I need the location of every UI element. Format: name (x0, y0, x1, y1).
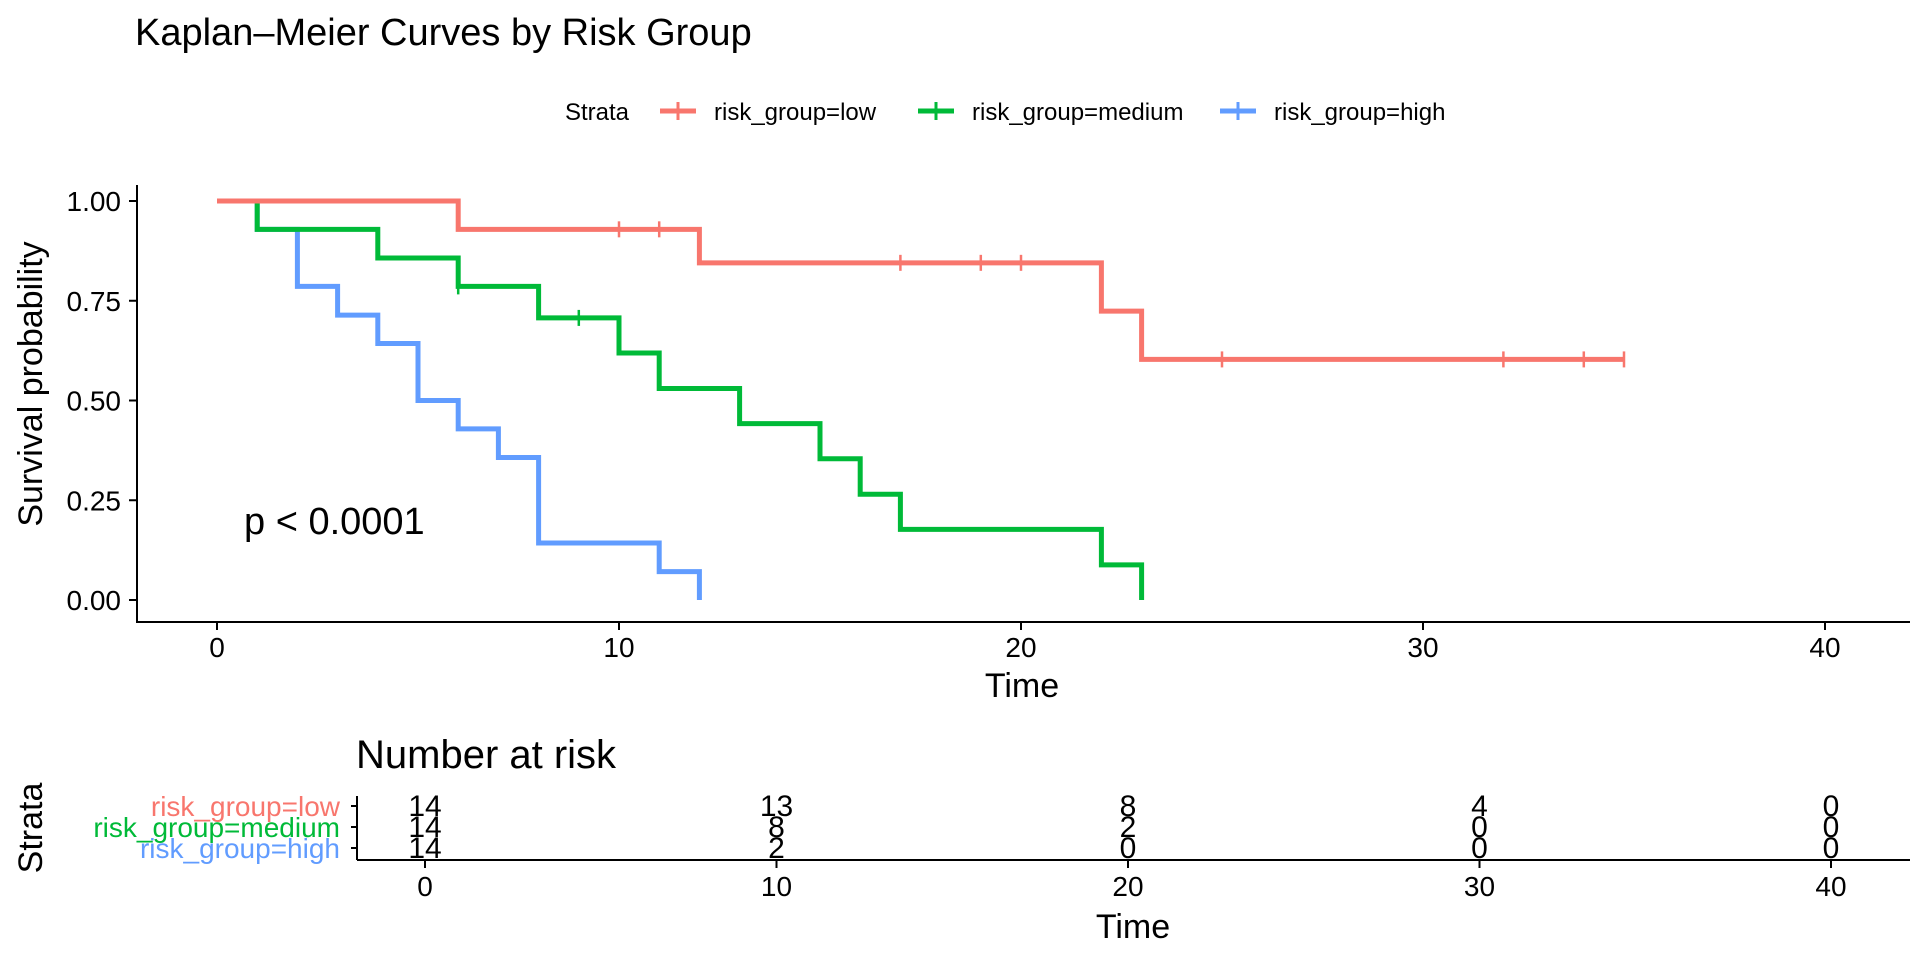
risk-x-axis-label: Time (1096, 908, 1170, 946)
y-tick-label: 0.00 (67, 585, 122, 616)
risk-count: 8 (768, 811, 785, 844)
risk-x-tick-label: 30 (1464, 871, 1495, 902)
risk-count: 0 (1471, 832, 1488, 865)
risk-count: 14 (408, 790, 441, 823)
survival-plot: 0.00 0.25 0.50 0.75 1.00 0 10 20 30 40 p < 0.000… (12, 185, 1910, 705)
risk-count: 8 (1120, 790, 1137, 823)
x-tick-label: 10 (603, 632, 634, 663)
y-tick-label: 0.50 (67, 386, 122, 417)
risk-row-label: risk_group=medium (93, 812, 340, 843)
risk-count: 0 (1823, 811, 1840, 844)
legend-label: risk_group=low (714, 99, 877, 126)
risk-x-tick-label: 40 (1815, 871, 1846, 902)
y-axis-label: Survival probability (12, 241, 50, 526)
risk-count: 0 (1823, 832, 1840, 865)
survival-curve-low (217, 198, 1624, 362)
risk-count: 14 (408, 832, 441, 865)
x-tick-label: 40 (1809, 632, 1840, 663)
chart-title: Kaplan–Meier Curves by Risk Group (135, 12, 752, 54)
risk-table: Number at risk risk_group=low 14 13 8 4 0risk… (12, 733, 1910, 946)
risk-count: 0 (1823, 790, 1840, 823)
legend-label: risk_group=medium (972, 99, 1183, 126)
risk-table-title: Number at risk (356, 733, 617, 777)
risk-count: 0 (1120, 832, 1137, 865)
legend-title: Strata (565, 99, 630, 126)
risk-count: 14 (408, 811, 441, 844)
x-axis-label: Time (985, 667, 1059, 705)
risk-count: 2 (768, 832, 785, 865)
legend: Strata risk_group=low risk_group=medium ri… (565, 99, 1445, 126)
legend-label: risk_group=high (1274, 99, 1445, 126)
x-tick-label: 0 (209, 632, 225, 663)
x-tick-label: 20 (1005, 632, 1036, 663)
x-tick-label: 30 (1407, 632, 1438, 663)
risk-x-tick-label: 20 (1112, 871, 1143, 902)
risk-x-tick-label: 10 (761, 871, 792, 902)
y-tick-label: 0.75 (67, 286, 122, 317)
survival-curve-high (217, 198, 702, 600)
risk-row-label: risk_group=high (140, 833, 340, 864)
risk-x-tick-label: 0 (417, 871, 433, 902)
p-value-annotation: p < 0.0001 (244, 501, 425, 543)
survival-curve-medium (217, 198, 1145, 600)
risk-row-label: risk_group=low (151, 791, 341, 822)
y-tick-label: 0.25 (67, 485, 122, 516)
risk-count: 4 (1471, 790, 1488, 823)
risk-count: 13 (760, 790, 793, 823)
risk-y-axis-label: Strata (12, 783, 50, 874)
risk-count: 2 (1120, 811, 1137, 844)
risk-count: 0 (1471, 811, 1488, 844)
y-tick-label: 1.00 (67, 186, 122, 217)
